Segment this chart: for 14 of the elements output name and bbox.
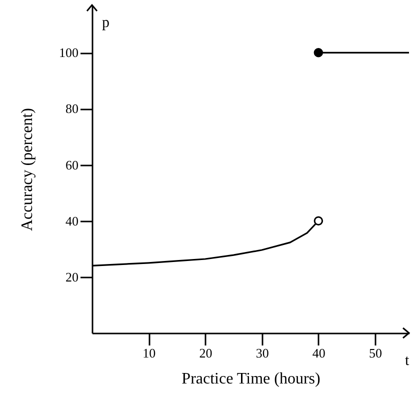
x-tick-label: 10: [142, 346, 156, 360]
y-tick-label: 40: [66, 213, 78, 228]
y-tick-label: 100: [59, 45, 78, 60]
x-tick-label: 30: [256, 346, 269, 360]
x-tick-label: 40: [312, 346, 326, 360]
y-tick-label: 20: [66, 269, 78, 284]
y-axis-title: Accuracy (percent): [19, 108, 36, 232]
x-axis-title: Practice Time (hours): [182, 370, 320, 388]
x-tick-label: 20: [199, 346, 212, 360]
annotation: p: [102, 15, 110, 31]
y-tick-label: 80: [66, 101, 78, 116]
y-tick-label: 60: [66, 157, 78, 172]
text: t: [405, 353, 410, 369]
x-tick-label: 50: [369, 346, 382, 360]
